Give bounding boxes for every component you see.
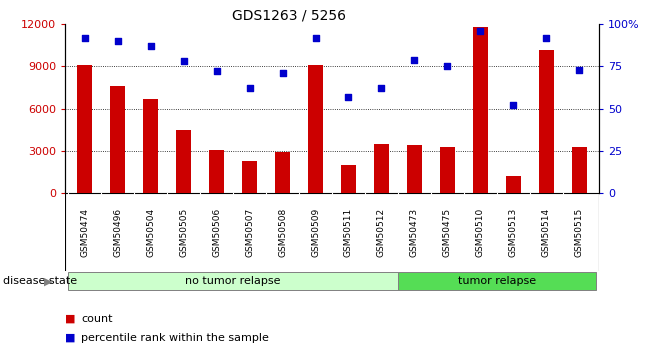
Point xyxy=(541,35,551,40)
Bar xyxy=(111,86,125,193)
Point xyxy=(508,102,518,108)
Point xyxy=(277,70,288,76)
Text: tumor relapse: tumor relapse xyxy=(458,276,536,286)
Point xyxy=(343,94,353,100)
FancyBboxPatch shape xyxy=(68,272,398,290)
Text: GSM50509: GSM50509 xyxy=(311,207,320,257)
Point xyxy=(244,86,255,91)
Title: GDS1263 / 5256: GDS1263 / 5256 xyxy=(232,9,346,23)
Bar xyxy=(341,165,356,193)
Point xyxy=(146,43,156,49)
FancyBboxPatch shape xyxy=(398,272,596,290)
Bar xyxy=(242,161,257,193)
Text: GSM50510: GSM50510 xyxy=(476,207,485,257)
Bar xyxy=(539,49,553,193)
Text: ■: ■ xyxy=(65,314,79,324)
Bar xyxy=(572,147,587,193)
Bar xyxy=(440,147,455,193)
Bar xyxy=(407,145,422,193)
Bar xyxy=(374,144,389,193)
Point xyxy=(574,67,585,72)
Bar xyxy=(506,176,521,193)
Text: GSM50505: GSM50505 xyxy=(179,207,188,257)
Text: GSM50515: GSM50515 xyxy=(575,207,584,257)
Text: GSM50506: GSM50506 xyxy=(212,207,221,257)
Bar xyxy=(209,149,224,193)
Text: GSM50511: GSM50511 xyxy=(344,207,353,257)
Bar xyxy=(473,27,488,193)
Point xyxy=(409,57,420,62)
Bar xyxy=(275,152,290,193)
Point xyxy=(376,86,387,91)
Text: ■: ■ xyxy=(65,333,79,343)
Text: GSM50475: GSM50475 xyxy=(443,207,452,257)
Bar xyxy=(308,65,323,193)
Point xyxy=(113,38,123,44)
Text: GSM50514: GSM50514 xyxy=(542,207,551,257)
Point xyxy=(212,69,222,74)
Bar xyxy=(176,130,191,193)
Point xyxy=(475,28,486,34)
Point xyxy=(79,35,90,40)
Text: GSM50508: GSM50508 xyxy=(278,207,287,257)
Text: GSM50504: GSM50504 xyxy=(146,207,156,257)
Text: ▶: ▶ xyxy=(44,276,53,286)
Text: count: count xyxy=(81,314,113,324)
Text: percentile rank within the sample: percentile rank within the sample xyxy=(81,333,270,343)
Text: no tumor relapse: no tumor relapse xyxy=(186,276,281,286)
Bar xyxy=(143,99,158,193)
Point xyxy=(442,63,452,69)
Point xyxy=(311,35,321,40)
Text: GSM50513: GSM50513 xyxy=(508,207,518,257)
Text: GSM50512: GSM50512 xyxy=(377,207,386,257)
Text: GSM50473: GSM50473 xyxy=(410,207,419,257)
Text: disease state: disease state xyxy=(3,276,77,286)
Text: GSM50496: GSM50496 xyxy=(113,207,122,257)
Bar xyxy=(77,65,92,193)
Point xyxy=(178,59,189,64)
Text: GSM50474: GSM50474 xyxy=(80,207,89,257)
Text: GSM50507: GSM50507 xyxy=(245,207,254,257)
